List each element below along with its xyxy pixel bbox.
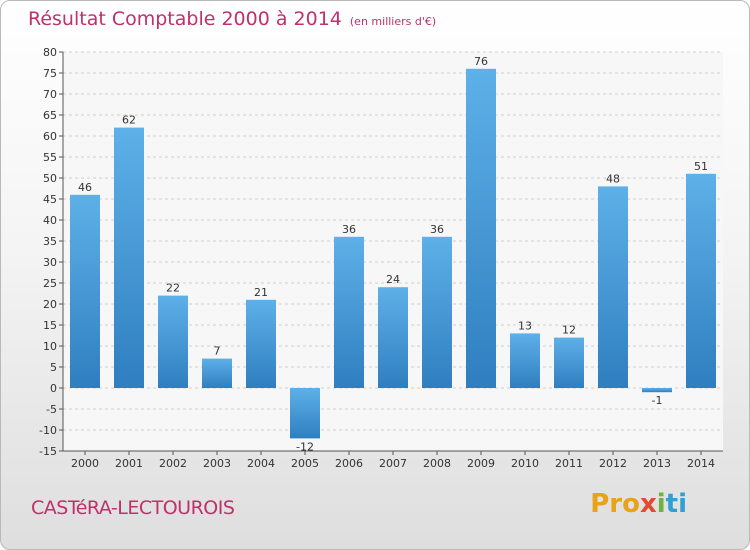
x-tick-label: 2013 [643,457,671,470]
bar-2011 [554,337,584,388]
data-label-2008: 36 [430,223,444,236]
x-tick-label: 2006 [335,457,363,470]
data-label-2012: 48 [606,172,620,185]
y-tick-label: 70 [43,88,57,101]
chart-title-text: Résultat Comptable 2000 à 2014 [28,8,342,30]
data-label-2011: 12 [562,324,576,337]
x-tick-label: 2005 [291,457,319,470]
bar-2004 [246,299,276,388]
x-tick-label: 2002 [159,457,187,470]
y-tick-label: 80 [43,46,57,59]
data-label-2005: -12 [296,440,314,453]
x-tick-label: 2008 [423,457,451,470]
y-tick-label: 0 [50,382,57,395]
data-label-2009: 76 [474,55,488,68]
data-label-2014: 51 [694,160,708,173]
x-tick-label: 2004 [247,457,275,470]
bar-2012 [598,186,628,388]
y-tick-label: -15 [39,445,57,458]
bar-2010 [510,333,540,388]
bar-2000 [70,194,100,388]
y-tick-label: 65 [43,109,57,122]
y-tick-label: 45 [43,193,57,206]
bar-2003 [202,358,232,388]
chart-subtitle: (en milliers d'€) [349,15,437,28]
x-tick-label: 2001 [115,457,143,470]
data-label-2013: -1 [652,394,663,407]
bar-2006 [334,236,364,388]
bar-2013 [642,388,672,393]
data-label-2004: 21 [254,286,268,299]
commune-name: CASTéRA-LECTOUROIS [31,497,235,519]
y-tick-label: 10 [43,340,57,353]
bar-2014 [686,173,716,388]
data-label-2007: 24 [386,273,400,286]
data-label-2002: 22 [166,282,180,295]
y-tick-label: 35 [43,235,57,248]
bar-2005 [290,388,320,439]
x-tick-label: 2009 [467,457,495,470]
bar-2009 [466,68,496,389]
y-tick-label: 25 [43,277,57,290]
y-tick-label: 30 [43,256,57,269]
y-tick-label: 50 [43,172,57,185]
data-label-2010: 13 [518,319,532,332]
x-tick-label: 2003 [203,457,231,470]
bar-2008 [422,236,452,388]
chart-title: Résultat Comptable 2000 à 2014 (en millie… [28,8,436,30]
y-tick-label: 5 [50,361,57,374]
y-tick-label: 60 [43,130,57,143]
y-tick-label: -5 [46,403,57,416]
y-tick-label: 55 [43,151,57,164]
y-tick-label: 15 [43,319,57,332]
data-label-2006: 36 [342,223,356,236]
data-label-2003: 7 [214,345,221,358]
x-tick-label: 2007 [379,457,407,470]
x-tick-label: 2010 [511,457,539,470]
proxiti-logo: Proxiti [590,489,687,519]
y-tick-label: 20 [43,298,57,311]
y-tick-label: 75 [43,67,57,80]
data-label-2000: 46 [78,181,92,194]
bar-2002 [158,295,188,388]
y-tick-label: 40 [43,214,57,227]
x-tick-label: 2011 [555,457,583,470]
bar-2007 [378,287,408,388]
y-tick-label: -10 [39,424,57,437]
x-tick-label: 2012 [599,457,627,470]
bar-2001 [114,127,144,388]
x-tick-label: 2014 [687,457,715,470]
x-tick-label: 2000 [71,457,99,470]
data-label-2001: 62 [122,114,136,127]
